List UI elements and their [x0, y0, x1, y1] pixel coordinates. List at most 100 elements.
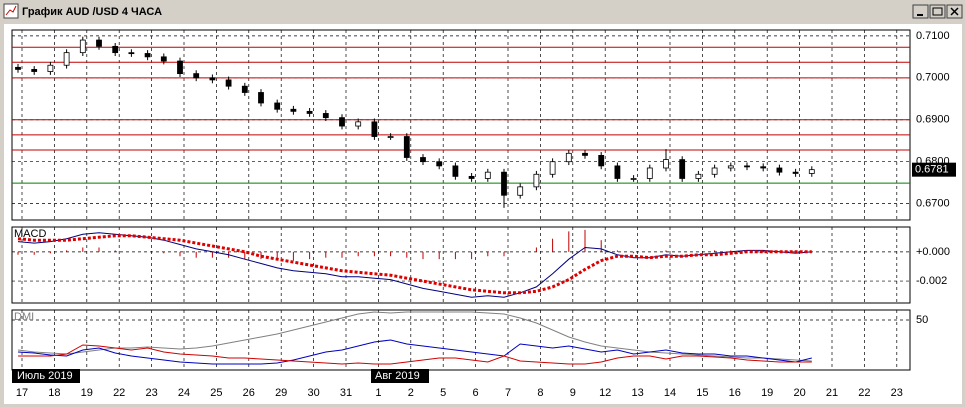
x-tick-label: 19: [761, 387, 773, 399]
candle-body: [727, 165, 734, 169]
title-bar: [0, 0, 965, 22]
y-tick-label: +0.000: [916, 246, 950, 258]
x-tick-label: 12: [599, 387, 611, 399]
candle-body: [792, 171, 799, 174]
candle-body: [306, 110, 313, 114]
candle-body: [355, 121, 362, 127]
price-panel: [11, 29, 911, 221]
candle-body: [420, 157, 426, 163]
close-icon: [950, 7, 959, 16]
x-tick-label: 22: [858, 387, 870, 399]
candle-body: [760, 166, 767, 169]
candle-body: [484, 171, 491, 179]
candle-body: [209, 77, 216, 81]
candle-body: [47, 64, 54, 72]
candle-body: [31, 69, 38, 72]
candle-body: [290, 108, 297, 112]
x-tick-label: 24: [178, 387, 190, 399]
month-label: Июль 2019: [17, 370, 73, 382]
x-tick-label: 23: [891, 387, 903, 399]
macd-line: [17, 234, 812, 295]
x-tick-label: 21: [826, 387, 838, 399]
candle-body: [549, 161, 556, 175]
candle-body: [646, 167, 653, 179]
maximize-icon: [932, 7, 943, 16]
x-tick-label: 30: [307, 387, 319, 399]
candle-body: [258, 92, 264, 104]
y-tick-label: 0.7100: [916, 30, 950, 42]
last-price-label: 0.6781: [915, 164, 949, 176]
x-tick-label: 8: [537, 387, 543, 399]
x-tick-label: 2: [408, 387, 414, 399]
candle-body: [177, 60, 183, 75]
candle-body: [776, 167, 783, 173]
x-tick-label: 25: [210, 387, 222, 399]
candle-body: [598, 155, 605, 167]
candle-body: [96, 39, 102, 47]
candle-body: [614, 165, 621, 179]
x-tick-label: 13: [631, 387, 643, 399]
candle-body: [15, 66, 21, 70]
x-tick-label: 31: [340, 387, 352, 399]
candle-body: [436, 161, 443, 167]
candle-body: [387, 136, 394, 138]
window-buttons[interactable]: [912, 4, 963, 19]
x-tick-label: 6: [473, 387, 479, 399]
candle-body: [144, 53, 151, 58]
x-tick-label: 15: [696, 387, 708, 399]
candle-body: [711, 167, 718, 175]
candle-body: [679, 159, 686, 179]
y-tick-label: 50: [916, 314, 928, 326]
dmi-line: [18, 344, 812, 365]
x-tick-label: 29: [275, 387, 287, 399]
candle-body: [517, 186, 524, 196]
x-tick-label: 22: [113, 387, 125, 399]
maximize-button[interactable]: [929, 4, 946, 19]
candle-body: [695, 173, 702, 179]
x-tick-label: 7: [505, 387, 511, 399]
candle-body: [468, 175, 475, 179]
x-tick-label: 17: [16, 387, 28, 399]
x-tick-label: 5: [440, 387, 446, 399]
x-tick-label: 19: [81, 387, 93, 399]
candle-body: [63, 52, 70, 66]
month-label-box: [12, 369, 80, 383]
window-title: График AUD /USD 4 ЧАСА: [22, 6, 162, 18]
candle-body: [565, 152, 572, 163]
candle-body: [128, 52, 135, 55]
dmi-line: [17, 311, 812, 362]
candle-body: [663, 159, 669, 169]
y-tick-label: 0.7000: [916, 72, 950, 84]
macd-panel: [11, 226, 911, 304]
candle-body: [403, 136, 410, 158]
candle-body: [744, 165, 750, 168]
candle-body: [274, 102, 281, 110]
x-tick-label: 9: [570, 387, 576, 399]
candle-body: [225, 79, 232, 87]
x-tick-label: 26: [243, 387, 255, 399]
x-tick-label: 1: [375, 387, 381, 399]
candle-body: [630, 178, 637, 180]
candle-body: [193, 73, 200, 79]
month-label: Авг 2019: [375, 370, 420, 382]
candle-body: [79, 39, 86, 54]
last-price-box: [912, 162, 956, 177]
candle-body: [533, 173, 540, 188]
candle-body: [371, 121, 378, 137]
y-tick-label: -0.002: [916, 275, 947, 287]
x-tick-label: 16: [729, 387, 741, 399]
y-tick-label: 0.6700: [916, 198, 950, 210]
x-tick-label: 14: [664, 387, 676, 399]
candle-body: [501, 171, 507, 196]
candle-body: [241, 85, 248, 93]
minimize-button[interactable]: [912, 4, 929, 19]
x-tick-label: 23: [145, 387, 157, 399]
dmi-panel: [11, 309, 911, 371]
candle-body: [160, 56, 167, 62]
candle-body: [112, 45, 119, 54]
x-tick-label: 20: [793, 387, 805, 399]
candle-body: [452, 165, 459, 177]
candle-body: [582, 152, 588, 156]
